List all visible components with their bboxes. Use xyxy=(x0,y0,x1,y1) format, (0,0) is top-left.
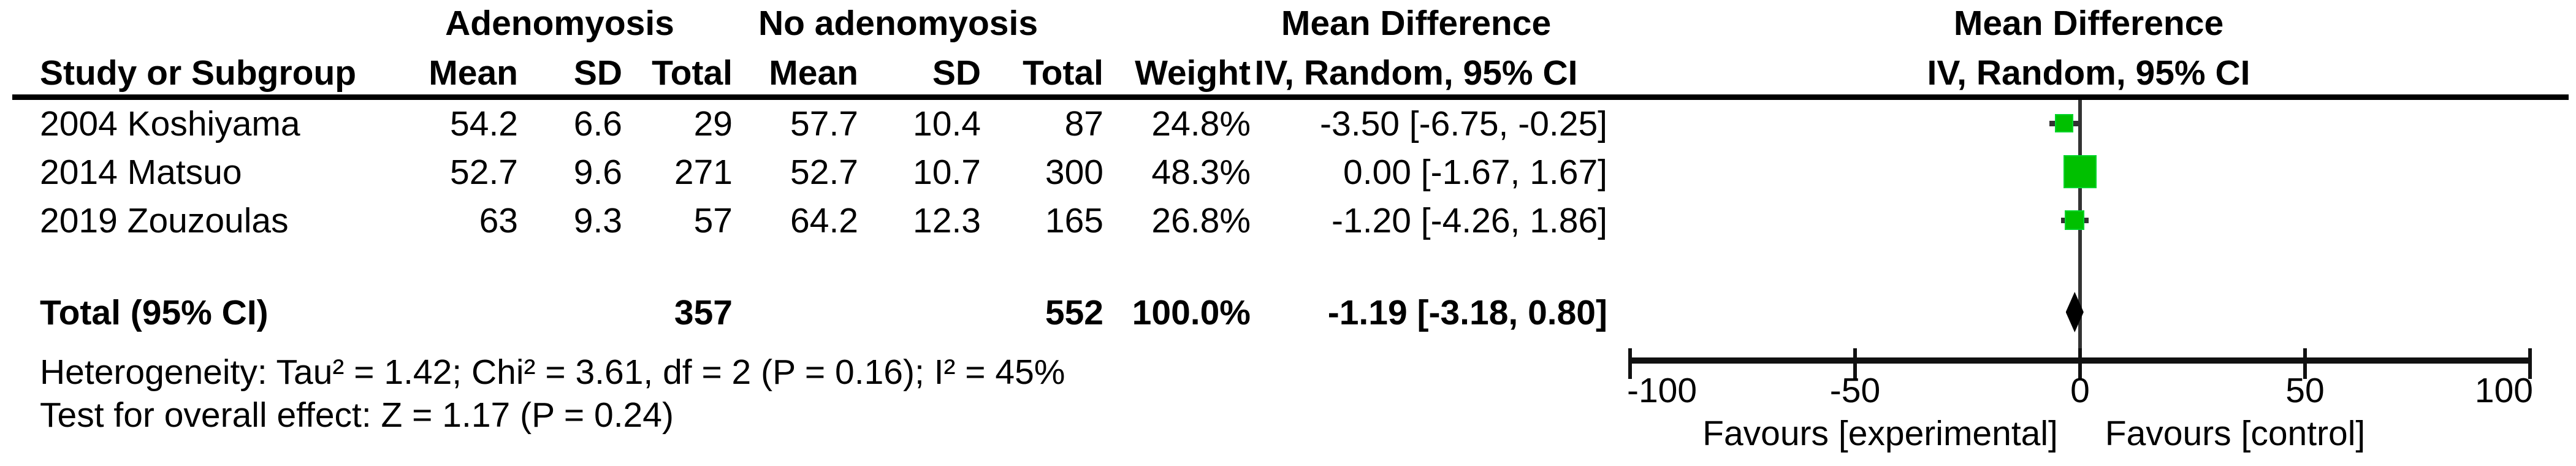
header-rule xyxy=(12,94,2569,100)
total-total1: 357 xyxy=(674,293,733,332)
favours-right-label: Favours [control] xyxy=(2105,414,2366,453)
study-total2: 165 xyxy=(1045,201,1103,240)
plot-subtitle: IV, Random, 95% CI xyxy=(1927,53,2250,93)
group2-header: No adenomyosis xyxy=(758,4,1038,43)
study-column-header: Study or Subgroup xyxy=(40,53,357,93)
mean2-column-header: Mean xyxy=(769,53,858,93)
heterogeneity-text: Heterogeneity: Tau² = 1.42; Chi² = 3.61,… xyxy=(40,353,1065,392)
study-effect-square xyxy=(2055,114,2074,132)
study-total1: 29 xyxy=(693,104,733,143)
study-mean2: 64.2 xyxy=(790,201,858,240)
axis-tick xyxy=(1628,348,1632,379)
total-label: Total (95% CI) xyxy=(40,293,269,332)
study-sd1: 6.6 xyxy=(573,104,622,143)
axis-tick-label: 50 xyxy=(2285,371,2325,410)
study-label: 2004 Koshiyama xyxy=(40,104,300,143)
study-mean1: 63 xyxy=(479,201,518,240)
axis-tick-label: 0 xyxy=(2070,371,2090,410)
study-effect-square xyxy=(2063,155,2097,188)
axis-tick-label: -100 xyxy=(1627,371,1698,410)
study-total1: 271 xyxy=(674,153,733,192)
group1-header: Adenomyosis xyxy=(445,4,674,43)
total-ci-text: -1.19 [-3.18, 0.80] xyxy=(1327,293,1607,332)
study-mean2: 57.7 xyxy=(790,104,858,143)
total1-column-header: Total xyxy=(652,53,733,93)
md-column-header: Mean Difference xyxy=(1281,4,1552,43)
axis-tick xyxy=(2528,348,2532,379)
sd1-column-header: SD xyxy=(573,53,622,93)
axis-tick xyxy=(1853,348,1857,379)
axis-tick xyxy=(2303,348,2307,379)
total-weight: 100.0% xyxy=(1132,293,1251,332)
ci-column-header: IV, Random, 95% CI xyxy=(1254,53,1578,93)
study-weight: 48.3% xyxy=(1151,153,1251,192)
total2-column-header: Total xyxy=(1023,53,1103,93)
study-total2: 87 xyxy=(1064,104,1103,143)
weight-column-header: Weight xyxy=(1135,53,1251,93)
total-total2: 552 xyxy=(1045,293,1103,332)
study-sd1: 9.6 xyxy=(573,153,622,192)
study-sd1: 9.3 xyxy=(573,201,622,240)
sd2-column-header: SD xyxy=(932,53,981,93)
study-ci-text: -1.20 [-4.26, 1.86] xyxy=(1332,201,1607,240)
zero-effect-line xyxy=(2078,100,2082,375)
axis-tick-label: -50 xyxy=(1829,371,1881,410)
plot-title: Mean Difference xyxy=(1953,4,2224,43)
study-sd2: 12.3 xyxy=(913,201,981,240)
mean1-column-header: Mean xyxy=(429,53,518,93)
study-ci-text: -3.50 [-6.75, -0.25] xyxy=(1320,104,1607,143)
axis-tick xyxy=(2078,348,2082,379)
study-label: 2019 Zouzoulas xyxy=(40,201,289,240)
axis-tick-label: 100 xyxy=(2474,371,2533,410)
study-label: 2014 Matsuo xyxy=(40,153,242,192)
study-mean2: 52.7 xyxy=(790,153,858,192)
overall-effect-text: Test for overall effect: Z = 1.17 (P = 0… xyxy=(40,395,674,435)
study-ci-text: 0.00 [-1.67, 1.67] xyxy=(1343,153,1607,192)
study-sd2: 10.4 xyxy=(913,104,981,143)
study-total2: 300 xyxy=(1045,153,1103,192)
study-total1: 57 xyxy=(693,201,733,240)
study-effect-square xyxy=(2065,210,2085,230)
study-sd2: 10.7 xyxy=(913,153,981,192)
favours-left-label: Favours [experimental] xyxy=(1702,414,2058,453)
study-mean1: 52.7 xyxy=(450,153,518,192)
study-weight: 26.8% xyxy=(1151,201,1251,240)
study-weight: 24.8% xyxy=(1151,104,1251,143)
study-mean1: 54.2 xyxy=(450,104,518,143)
